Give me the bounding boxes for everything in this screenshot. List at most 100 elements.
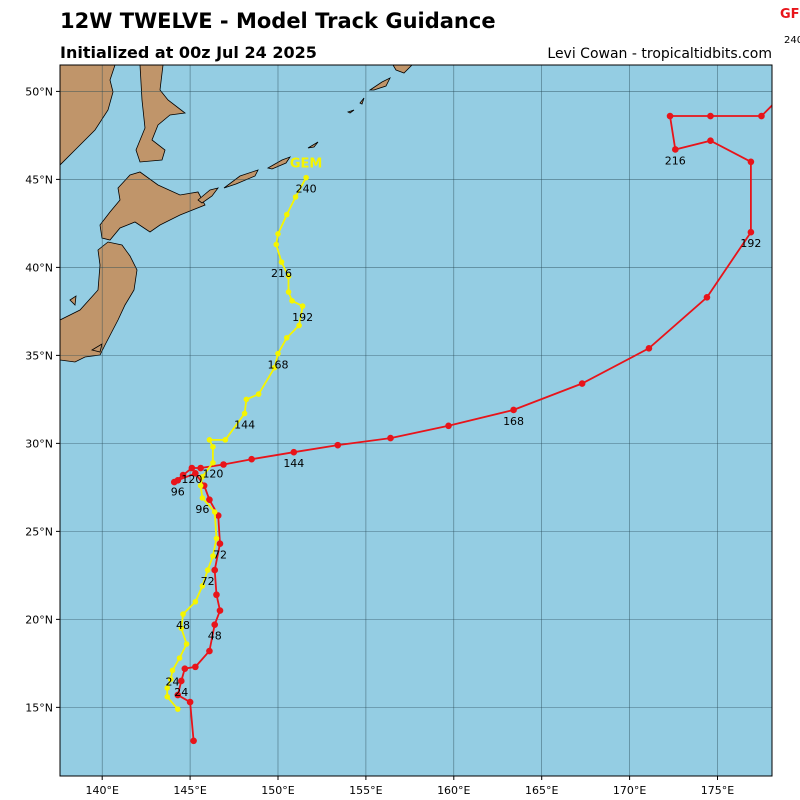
forecast-hour-label: 192 (740, 237, 761, 250)
forecast-hour-label: 216 (271, 267, 292, 280)
track-point (174, 706, 181, 712)
forecast-hour-label: 120 (202, 468, 223, 481)
x-tick-label: 160°E (437, 784, 470, 797)
track-point (707, 137, 714, 144)
forecast-hour-label: 72 (201, 575, 215, 588)
forecast-hour-label: 192 (292, 311, 313, 324)
track-point (179, 471, 187, 479)
track-point (290, 448, 298, 456)
track-point (181, 665, 189, 672)
track-point (210, 553, 216, 559)
y-tick-label: 20°N (25, 613, 53, 626)
track-point (216, 540, 224, 547)
track-point (645, 345, 653, 352)
y-tick-label: 25°N (25, 525, 53, 538)
track-point (241, 410, 248, 417)
track-point (192, 469, 199, 477)
track-point (190, 737, 197, 745)
track-point (211, 621, 219, 628)
forecast-hour-label: 168 (267, 359, 288, 372)
forecast-hour-label: 144 (283, 457, 304, 470)
forecast-hour-label: 48 (208, 630, 222, 643)
track-point (445, 422, 452, 430)
track-point (292, 194, 299, 200)
track-point (188, 464, 196, 472)
forecast-hour-label: 216 (665, 154, 686, 167)
track-point (747, 228, 755, 236)
subtitle: Initialized at 00z Jul 24 2025 (60, 43, 317, 62)
forecast-hour-label: 96 (195, 503, 209, 516)
track-name: GEM (290, 157, 323, 172)
track-point (672, 146, 679, 153)
track-point (183, 641, 190, 647)
track-point (206, 437, 213, 443)
x-tick-label: 140°E (85, 784, 118, 797)
track-point (703, 294, 711, 301)
track-point (206, 647, 213, 655)
y-tick-label: 15°N (25, 701, 53, 714)
track-point (210, 444, 216, 450)
track-point (211, 509, 218, 515)
track-point (387, 434, 394, 442)
track-point (747, 158, 755, 166)
title: 12W TWELVE - Model Track Guidance (60, 9, 496, 33)
track-point (211, 566, 219, 574)
y-tick-label: 30°N (25, 437, 53, 450)
land (60, 65, 413, 363)
track-point (271, 364, 278, 371)
track-point (199, 583, 206, 589)
track-point (210, 459, 216, 466)
x-tick-label: 150°E (261, 784, 294, 797)
x-tick-label: 145°E (173, 784, 206, 797)
track-point (666, 112, 674, 120)
track-point (303, 174, 309, 181)
forecast-hour-label: 96 (171, 485, 185, 498)
track-point (174, 691, 182, 699)
track-point (275, 231, 281, 237)
track-point (255, 391, 262, 397)
y-tick-label: 40°N (25, 261, 53, 274)
forecast-hour-label: 144 (234, 418, 255, 431)
track-point (222, 437, 229, 443)
forecast-hour-label: 48 (176, 619, 190, 632)
y-tick-label: 50°N (25, 85, 53, 98)
track-point (283, 211, 290, 218)
track-point (178, 677, 185, 685)
labels: 140°E 145°E 150°E 155°E 160°E 165°E 170°E 175°E… (25, 7, 800, 797)
track-point (197, 482, 204, 489)
track-point (192, 663, 199, 671)
track-point (707, 112, 714, 120)
track-point (578, 380, 586, 387)
track-point (776, 95, 783, 102)
track-point (199, 495, 206, 501)
grid (60, 65, 772, 776)
track-point (296, 322, 302, 329)
map-frame (59, 64, 773, 777)
x-tick-label: 175°E (701, 784, 734, 797)
credit: Levi Cowan - tropicaltidbits.com (547, 46, 772, 62)
track-point (206, 496, 213, 503)
track-point (220, 461, 227, 468)
y-tick-label: 35°N (25, 349, 53, 362)
forecast-hour-label: 240 (296, 183, 317, 196)
track-point (213, 535, 220, 542)
track-point (169, 667, 176, 674)
track-name: GF (780, 7, 800, 22)
track-point (248, 455, 255, 463)
track-point (204, 567, 211, 573)
track-point (285, 289, 292, 295)
track-point (178, 625, 185, 631)
track-point (197, 464, 204, 472)
y-tick-label: 45°N (25, 173, 53, 186)
track-point (180, 611, 186, 617)
x-tick-label: 155°E (349, 784, 382, 797)
track-point (176, 655, 183, 661)
track-point (170, 478, 178, 486)
track-point (285, 273, 292, 279)
track-point (199, 474, 206, 480)
x-tick-label: 170°E (613, 784, 646, 797)
track-point (186, 698, 194, 706)
forecast-hour-label: 24 (174, 686, 188, 699)
track-point (243, 396, 250, 403)
